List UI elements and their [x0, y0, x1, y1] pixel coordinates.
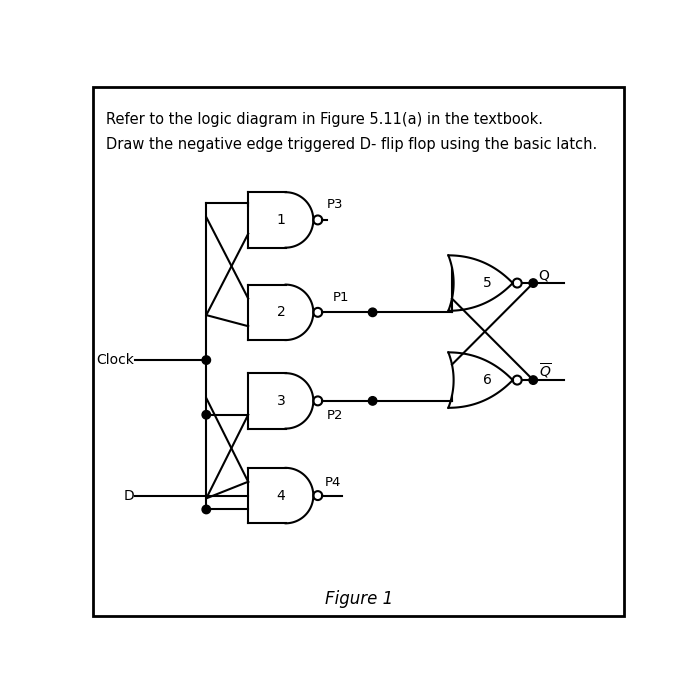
Circle shape [202, 356, 211, 365]
Text: 5: 5 [483, 276, 491, 290]
Text: D: D [123, 489, 134, 503]
Text: P4: P4 [325, 476, 341, 489]
Text: 4: 4 [276, 489, 286, 503]
Text: Q: Q [538, 269, 550, 283]
Text: $\overline{Q}$: $\overline{Q}$ [538, 362, 552, 381]
Circle shape [368, 308, 377, 316]
Text: 6: 6 [483, 373, 492, 387]
Text: P1: P1 [333, 291, 349, 304]
Text: P2: P2 [327, 409, 344, 422]
Text: 1: 1 [276, 213, 286, 227]
Circle shape [368, 397, 377, 405]
Text: 3: 3 [276, 394, 286, 408]
Circle shape [529, 376, 538, 384]
Circle shape [529, 279, 538, 287]
Text: 2: 2 [276, 305, 286, 319]
Circle shape [202, 411, 211, 419]
Text: P3: P3 [327, 198, 344, 210]
Text: Clock: Clock [96, 353, 134, 367]
Text: Refer to the logic diagram in Figure 5.11(a) in the textbook.: Refer to the logic diagram in Figure 5.1… [106, 112, 543, 127]
Text: Draw the negative edge triggered D- flip flop using the basic latch.: Draw the negative edge triggered D- flip… [106, 137, 597, 152]
Circle shape [202, 505, 211, 514]
Text: Figure 1: Figure 1 [325, 590, 393, 608]
